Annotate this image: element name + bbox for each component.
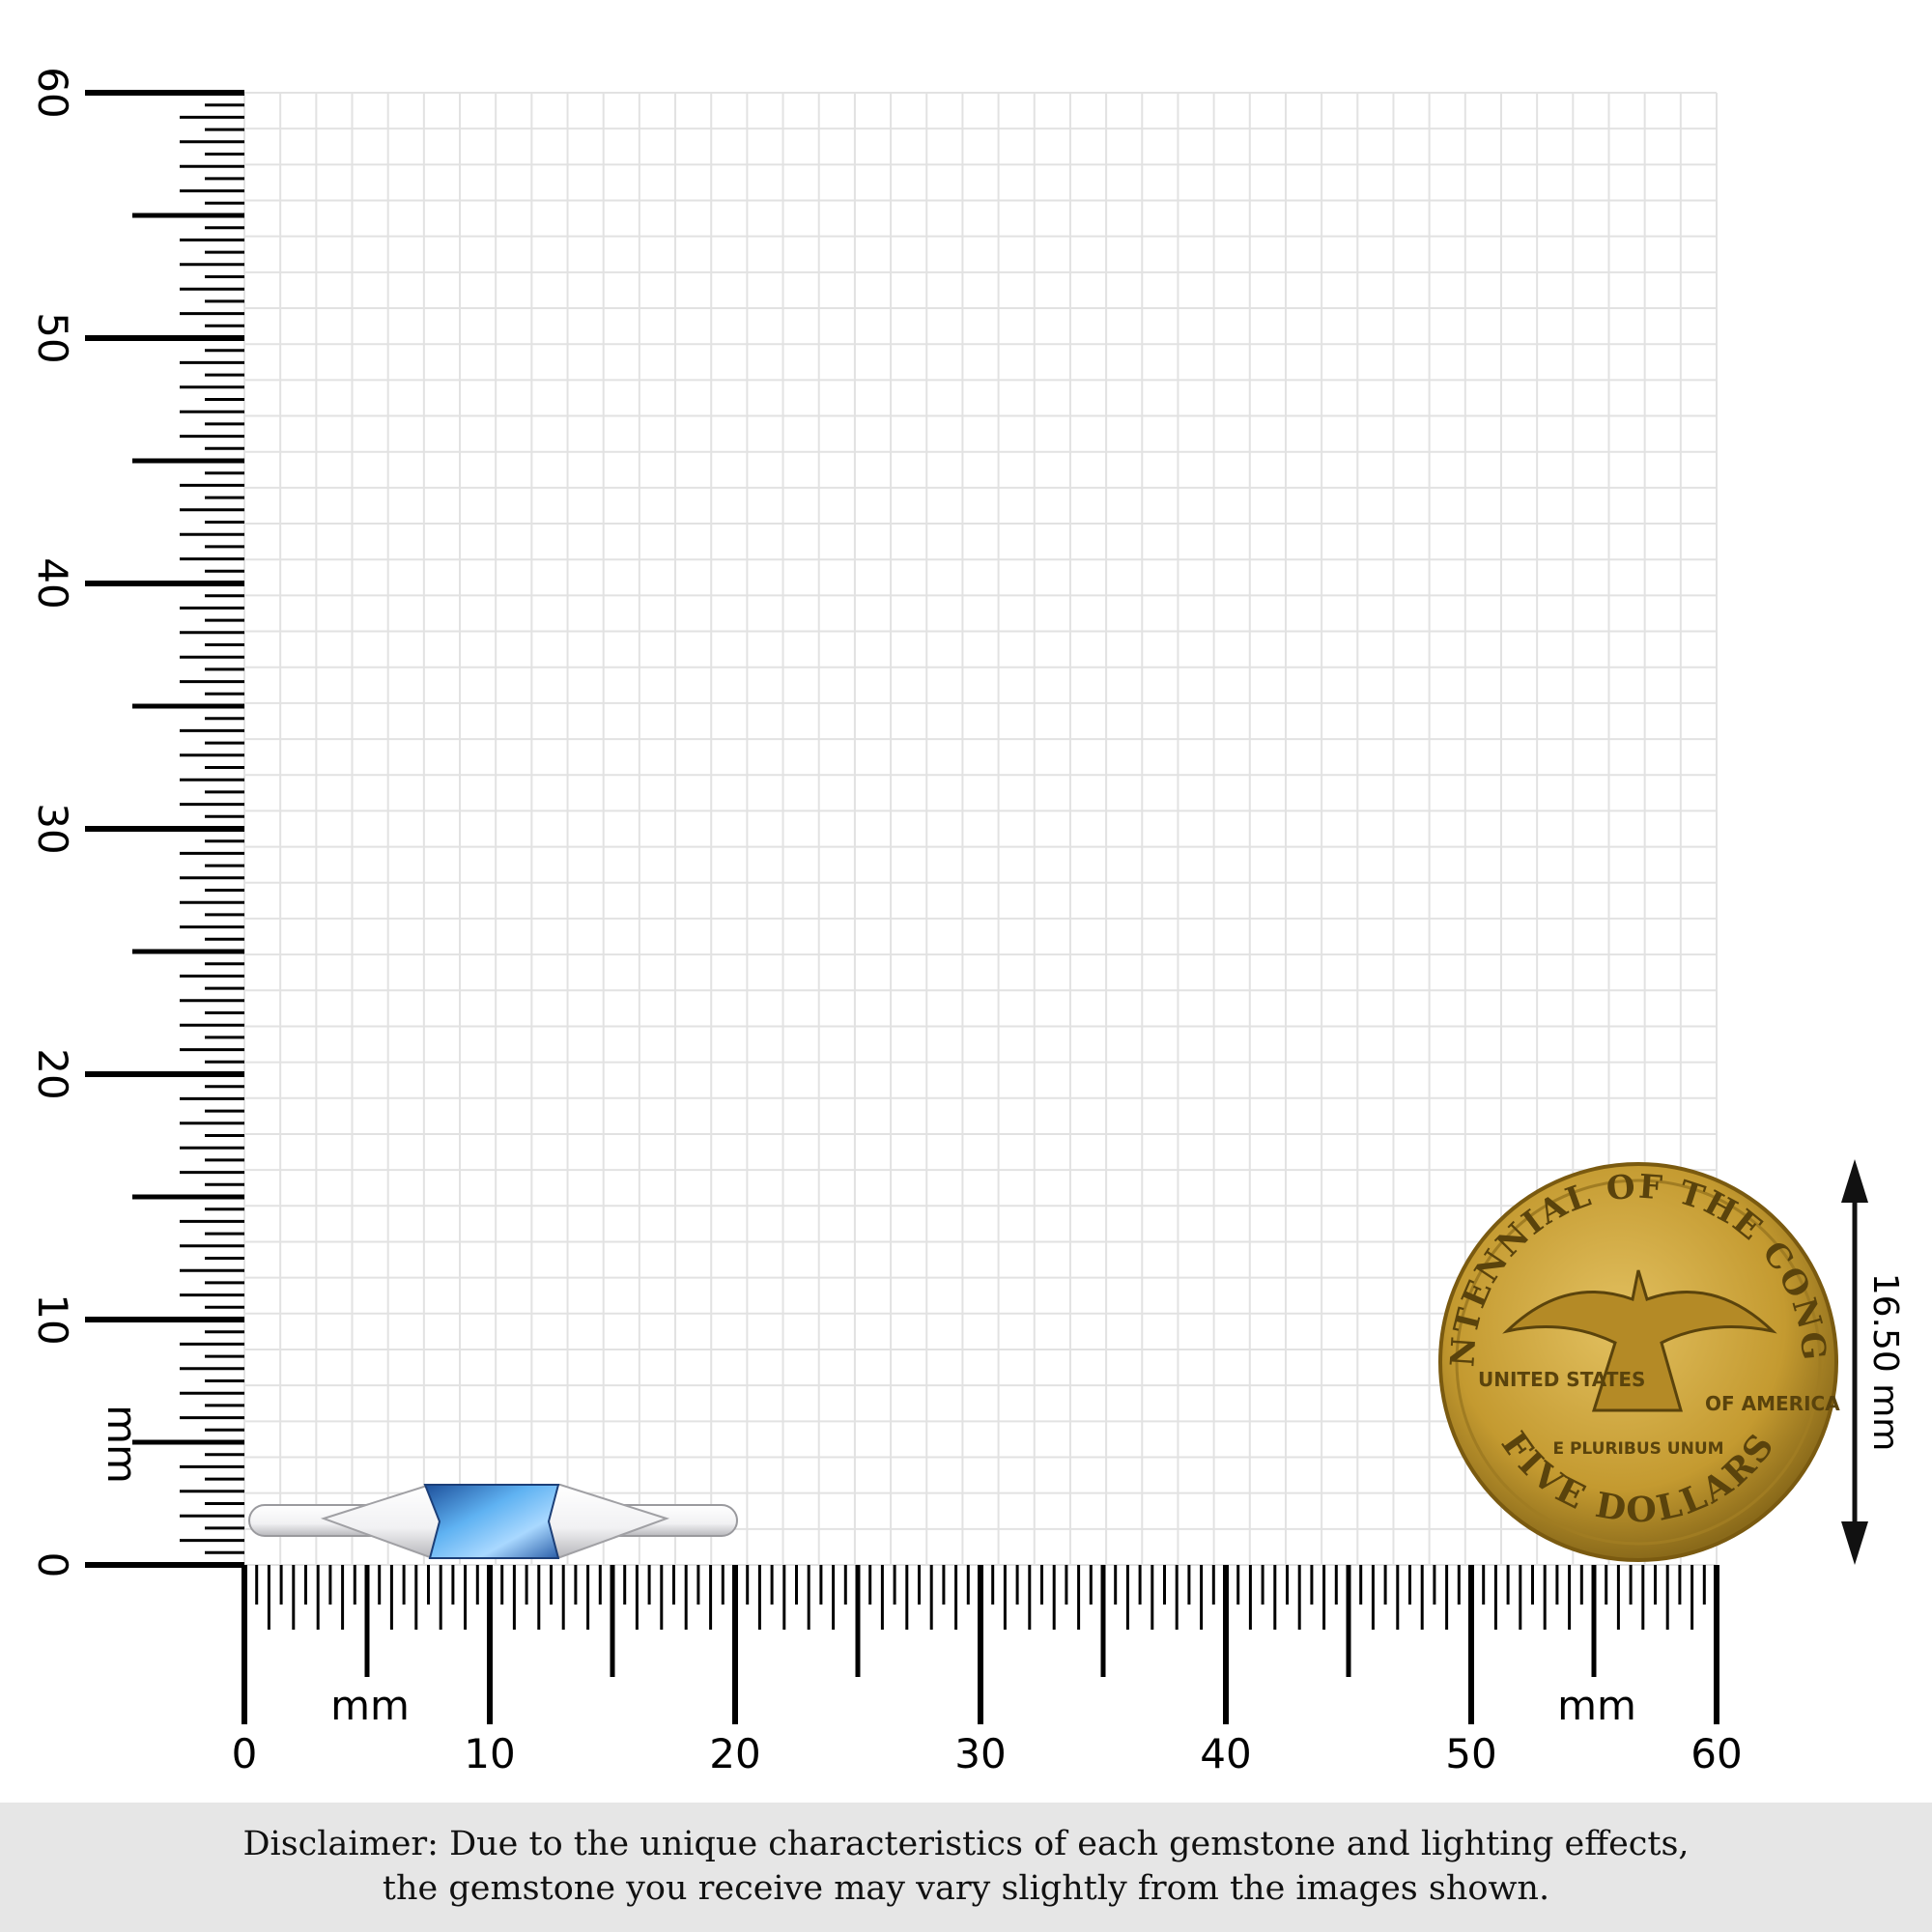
x-tick-label: 10 <box>464 1730 515 1777</box>
disclaimer-line-1: Disclaimer: Due to the unique characteri… <box>242 1825 1690 1863</box>
gemstone <box>423 1484 560 1559</box>
x-tick-label: 30 <box>954 1730 1006 1777</box>
coin-diameter-label: 16.50 mm <box>1865 1273 1905 1452</box>
x-unit-label-right: mm <box>1557 1682 1636 1729</box>
coin-right-text: OF AMERICA <box>1705 1392 1840 1415</box>
x-unit-label-left: mm <box>330 1682 410 1729</box>
reference-coin: BICENTENNIAL OF THE CONGRESS FIVE DOLLAR… <box>0 0 1840 1562</box>
y-tick-label: 0 <box>29 1552 76 1578</box>
ring-image <box>248 1484 738 1559</box>
x-tick-label: 40 <box>1200 1730 1251 1777</box>
x-tick-label: 60 <box>1690 1730 1742 1777</box>
y-tick-label: 60 <box>29 67 76 118</box>
ruler-ticks <box>85 90 1719 1724</box>
disclaimer-line-2: the gemstone you receive may vary slight… <box>382 1869 1550 1908</box>
x-tick-label: 0 <box>232 1730 258 1777</box>
disclaimer: Disclaimer: Due to the unique characteri… <box>0 1803 1932 1932</box>
ruler-labels: 0 10 20 30 40 50 60 0 10 20 30 40 50 60 <box>29 67 1743 1777</box>
coin-motto: E PLURIBUS UNUM <box>1552 1439 1723 1459</box>
coin-left-text: UNITED STATES <box>1478 1368 1645 1391</box>
y-tick-label: 10 <box>29 1293 76 1345</box>
y-tick-label: 30 <box>29 803 76 854</box>
y-unit-label: mm <box>99 1405 146 1484</box>
coin-diameter-arrow <box>1841 1159 1868 1565</box>
svg-text:BICENTENNIAL OF THE CONGRESS: BICENTENNIAL OF THE CONGRESS <box>0 0 1832 1368</box>
eagle-icon <box>1502 1269 1777 1412</box>
x-tick-label: 20 <box>709 1730 760 1777</box>
y-tick-label: 40 <box>29 557 76 609</box>
coin-top-text: BICENTENNIAL OF THE CONGRESS <box>0 0 1832 1368</box>
x-tick-label: 50 <box>1445 1730 1496 1777</box>
y-tick-label: 20 <box>29 1048 76 1099</box>
y-tick-label: 50 <box>29 312 76 363</box>
